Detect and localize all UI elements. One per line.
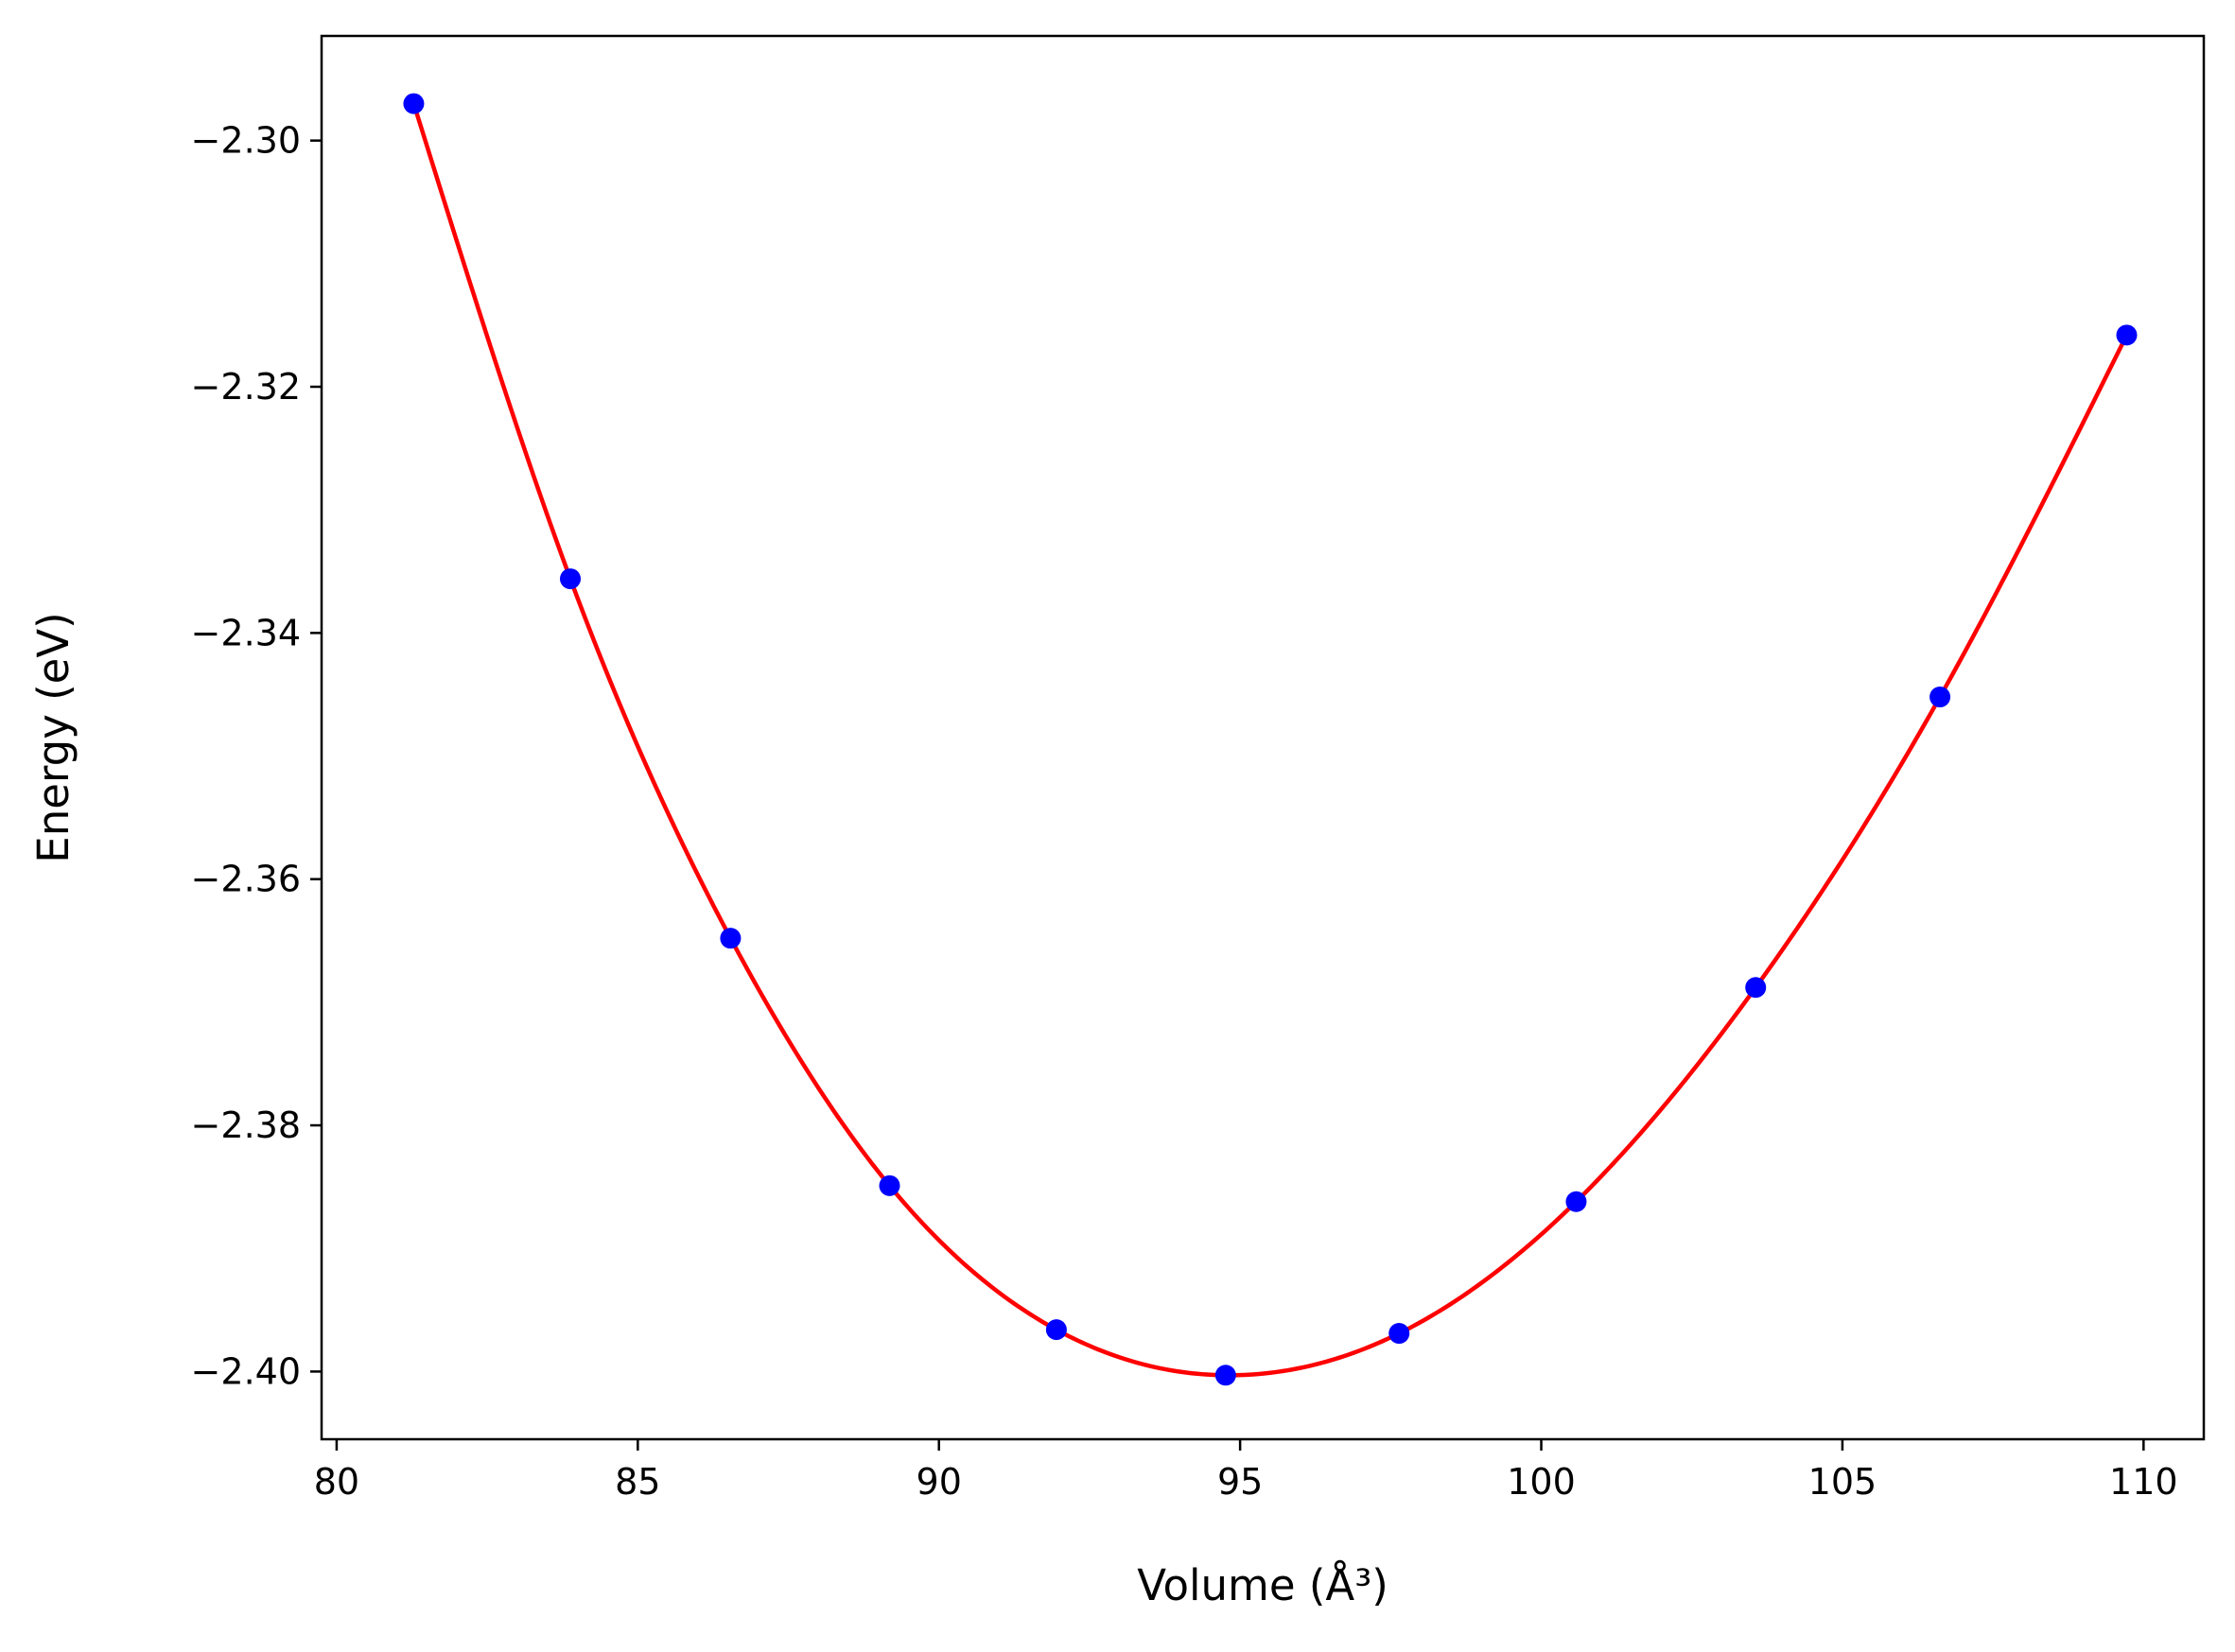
x-axis-label: Volume (Å³) xyxy=(1137,1560,1388,1610)
x-tick-label: 90 xyxy=(917,1461,962,1503)
x-tick-label: 105 xyxy=(1808,1461,1877,1503)
data-point-10 xyxy=(1929,687,1951,708)
y-tick-label: −2.32 xyxy=(191,366,301,408)
y-tick-label: −2.38 xyxy=(191,1104,301,1146)
y-tick-label: −2.34 xyxy=(191,612,301,653)
y-tick-label: −2.40 xyxy=(191,1350,301,1392)
axes-frame xyxy=(320,34,2206,1441)
fit-curve-line xyxy=(411,102,2129,1378)
data-point-4 xyxy=(879,1174,900,1196)
plot-area xyxy=(403,93,2138,1386)
data-point-7 xyxy=(1388,1323,1410,1345)
data-point-3 xyxy=(720,928,742,949)
data-point-11 xyxy=(2116,324,2138,346)
data-point-6 xyxy=(1214,1365,1236,1386)
y-axis-label: Energy (eV) xyxy=(28,612,79,862)
axes: 80 85 90 95 100 105 110 −2.30 −2.32 −2.34 −2.36 −2.… xyxy=(191,34,2206,1503)
x-tick-label: 85 xyxy=(615,1461,660,1503)
data-point-1 xyxy=(403,93,425,114)
y-tick-label: −2.36 xyxy=(191,859,301,900)
x-tick-label: 95 xyxy=(1217,1461,1263,1503)
data-point-2 xyxy=(559,568,581,590)
data-point-9 xyxy=(1745,977,1767,999)
data-point-5 xyxy=(1045,1319,1067,1341)
x-tick-label: 110 xyxy=(2109,1461,2178,1503)
x-tick-label: 80 xyxy=(314,1461,359,1503)
data-point-8 xyxy=(1565,1191,1587,1212)
y-tick-label: −2.30 xyxy=(191,120,301,162)
x-tick-label: 100 xyxy=(1507,1461,1576,1503)
